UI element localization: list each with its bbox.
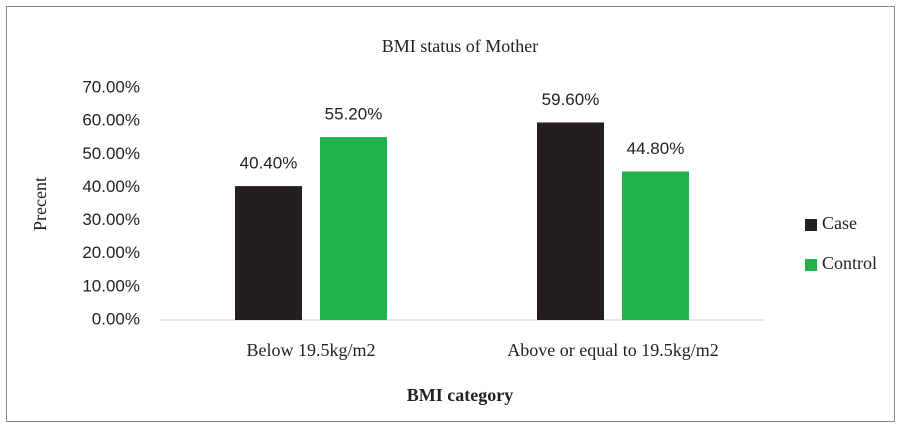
y-tick-label: 10.00% [82, 276, 140, 295]
legend-swatch [805, 259, 817, 271]
data-label: 59.60% [542, 90, 600, 109]
legend-swatch [805, 219, 817, 231]
y-tick-label: 50.00% [82, 144, 140, 163]
y-tick-label: 30.00% [82, 210, 140, 229]
x-tick-label: Below 19.5kg/m2 [247, 340, 376, 360]
y-tick-label: 70.00% [82, 77, 140, 96]
x-tick-label: Above or equal to 19.5kg/m2 [507, 340, 718, 360]
bar [320, 137, 387, 320]
y-axis-label: Precent [30, 177, 50, 231]
data-label: 44.80% [627, 139, 685, 158]
chart-title: BMI status of Mother [382, 36, 539, 56]
y-tick-label: 40.00% [82, 177, 140, 196]
y-tick-label: 20.00% [82, 243, 140, 262]
legend-label: Case [822, 213, 857, 233]
bar [622, 171, 689, 320]
chart-border [6, 6, 895, 422]
y-tick-label: 60.00% [82, 111, 140, 130]
x-axis-label: BMI category [407, 385, 513, 405]
y-tick-label: 0.00% [92, 309, 140, 328]
data-label: 55.20% [325, 105, 383, 124]
bar [537, 122, 604, 321]
legend-label: Control [822, 253, 877, 273]
bar [235, 186, 302, 320]
data-label: 40.40% [240, 154, 298, 173]
